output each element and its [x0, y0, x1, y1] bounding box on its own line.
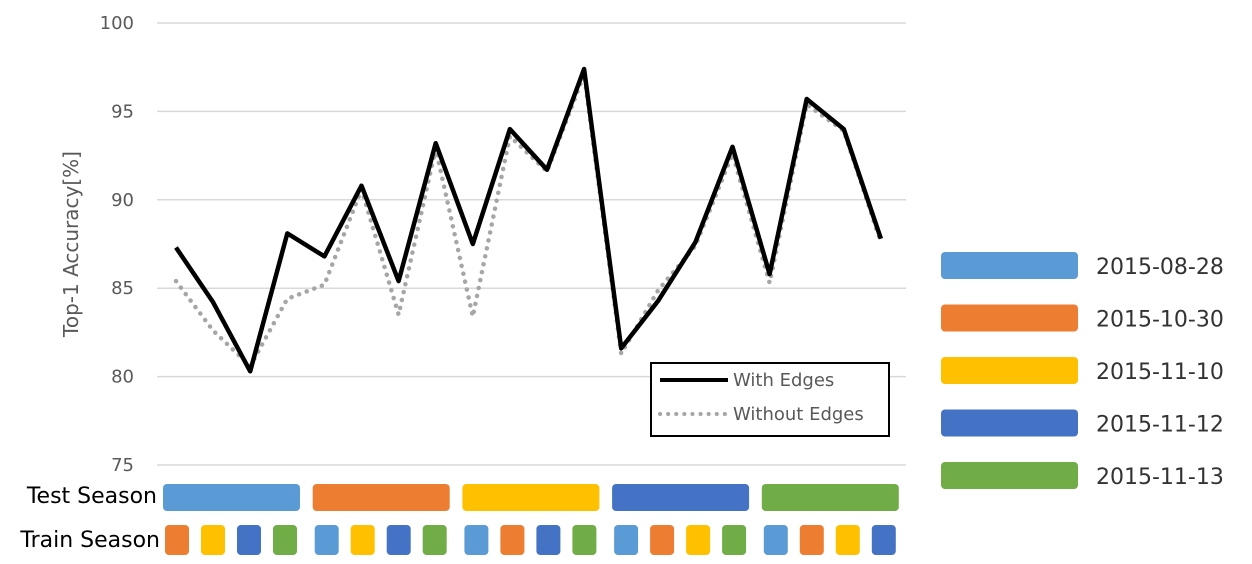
- train-season-square: [273, 525, 297, 555]
- legend-label-without-edges: Without Edges: [733, 404, 864, 425]
- season-legend-label: 2015-11-12: [1096, 413, 1224, 438]
- train-season-label: Train Season: [19, 528, 160, 553]
- season-legend-swatch: [941, 252, 1078, 279]
- legend-label-with-edges: With Edges: [733, 370, 834, 391]
- legend: With Edges Without Edges: [650, 362, 890, 437]
- season-legend-swatch: [941, 357, 1078, 384]
- train-season-square: [835, 525, 860, 555]
- y-axis-label: Top-1 Accuracy[%]: [59, 151, 83, 338]
- y-tick-labels: 75 80 85 90 95 100: [100, 13, 134, 476]
- train-season-square: [422, 525, 447, 555]
- season-legend-swatch: [941, 304, 1078, 332]
- test-season-label: Test Season: [26, 484, 157, 509]
- train-season-square: [500, 525, 525, 555]
- season-legend-label: 2015-08-28: [1096, 255, 1224, 280]
- season-legend: 2015-08-28 2015-10-30 2015-11-10 2015-11-12…: [941, 252, 1224, 490]
- grid-lines: [157, 22, 906, 466]
- train-season-square: [763, 525, 788, 555]
- test-season-bars: [163, 484, 899, 511]
- train-season-square: [572, 525, 597, 555]
- train-season-square: [614, 525, 639, 555]
- y-tick-label: 75: [111, 455, 134, 476]
- test-season-bar: [612, 484, 750, 511]
- train-season-square: [350, 525, 375, 555]
- train-season-square: [464, 525, 489, 555]
- train-season-square: [314, 525, 339, 555]
- train-season-square: [536, 525, 561, 555]
- y-tick-label: 80: [111, 367, 134, 388]
- series-lines: [173, 66, 884, 374]
- legend-box: [650, 362, 890, 437]
- train-season-square: [871, 525, 896, 555]
- test-season-bar: [462, 484, 600, 511]
- train-season-square: [686, 525, 711, 555]
- series-line-without-edges: [173, 72, 884, 369]
- season-legend-swatch: [941, 462, 1078, 489]
- train-season-squares: [165, 525, 896, 555]
- train-season-square: [237, 525, 261, 555]
- season-legend-label: 2015-11-13: [1096, 465, 1224, 490]
- test-season-bar: [312, 484, 450, 511]
- train-season-square: [201, 525, 225, 555]
- train-season-square: [386, 525, 411, 555]
- train-season-square: [722, 525, 747, 555]
- season-legend-label: 2015-11-10: [1096, 360, 1224, 385]
- train-season-square: [799, 525, 824, 555]
- series-line-with-edges: [174, 66, 884, 374]
- season-legend-label: 2015-10-30: [1096, 308, 1224, 333]
- y-tick-label: 95: [111, 101, 134, 122]
- y-tick-label: 100: [100, 13, 134, 34]
- train-season-square: [650, 525, 675, 555]
- train-season-square: [165, 525, 189, 555]
- y-tick-label: 90: [111, 190, 134, 211]
- y-tick-label: 85: [111, 278, 134, 299]
- test-season-bar: [761, 484, 899, 511]
- test-season-bar: [163, 484, 300, 511]
- season-legend-swatch: [941, 409, 1078, 437]
